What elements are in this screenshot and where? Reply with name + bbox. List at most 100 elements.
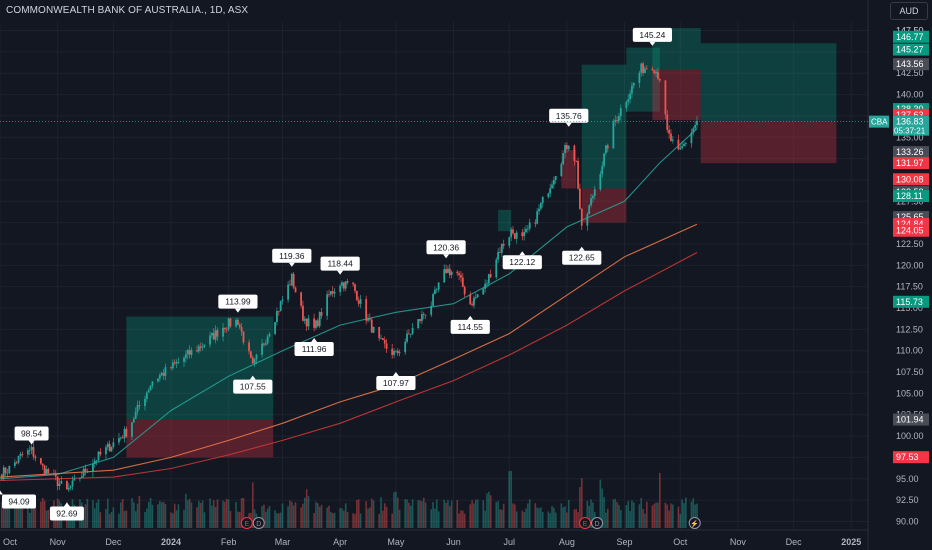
candle-body xyxy=(119,437,122,439)
candle-body xyxy=(590,198,592,206)
candle-body xyxy=(268,334,271,337)
price-tag-box xyxy=(893,157,929,170)
candle-body xyxy=(357,300,360,304)
volume-bar xyxy=(458,513,460,528)
candle-body xyxy=(132,418,135,423)
volume-bar xyxy=(134,511,137,528)
candle-body xyxy=(655,72,658,74)
candle-body xyxy=(588,205,591,215)
callout-label: 111.96 xyxy=(302,344,327,354)
candle-body xyxy=(513,233,516,239)
price-tick-label: 122.50 xyxy=(896,239,924,249)
callout-box xyxy=(14,426,49,441)
candle-body xyxy=(255,354,258,360)
candle-body xyxy=(355,290,358,301)
callout-label: 114.55 xyxy=(458,322,484,332)
volume-bar xyxy=(93,508,96,528)
volume-bar xyxy=(121,498,124,528)
candle-body xyxy=(447,268,449,273)
candle-body xyxy=(17,455,20,463)
candle-body xyxy=(486,283,488,285)
volume-bar xyxy=(625,505,628,528)
currency-button[interactable]: AUD xyxy=(890,2,928,20)
candle-body xyxy=(118,438,120,443)
volume-bar xyxy=(564,506,566,528)
candle-body xyxy=(512,229,514,234)
volume-bar xyxy=(573,509,576,528)
candle-body xyxy=(612,121,615,149)
volume-bar xyxy=(512,503,514,528)
candle-body xyxy=(303,318,306,321)
candle-body xyxy=(346,281,349,283)
candle-body xyxy=(683,143,685,147)
candle-body xyxy=(145,392,148,399)
loss-zone xyxy=(700,121,837,164)
candle-body xyxy=(69,486,72,488)
volume-bar xyxy=(177,504,180,528)
price-tag-label: 125.65 xyxy=(896,212,924,222)
time-axis[interactable]: Oct Nov Dec 2024 Feb Mar Apr May Jun Jul Aug Sep Oct… xyxy=(3,537,861,547)
price-callout: 114.55 xyxy=(450,315,490,334)
candle-body xyxy=(443,269,446,283)
volume-bar xyxy=(562,507,564,528)
candle-body xyxy=(580,208,583,226)
volume-bar xyxy=(554,512,557,528)
price-tick-label: 90.00 xyxy=(896,516,919,526)
candle-body xyxy=(225,328,228,330)
volume-bar xyxy=(45,510,48,528)
candle-body xyxy=(47,469,50,474)
event-markers[interactable]: E D E D ⚡ xyxy=(240,517,701,529)
candle-body xyxy=(28,449,31,451)
volume-bar xyxy=(521,510,524,528)
volume-bar xyxy=(30,508,33,528)
split-event-icon[interactable]: ⚡ xyxy=(688,517,701,529)
volume-bar xyxy=(560,503,563,528)
volume-bar xyxy=(224,501,226,528)
candle-body xyxy=(13,462,16,466)
earnings-event-icon[interactable]: E xyxy=(240,517,253,529)
time-tick-label: Dec xyxy=(786,537,803,547)
candle-body xyxy=(15,462,18,464)
volume-bars xyxy=(1,470,698,528)
callout-box xyxy=(2,494,36,509)
candle-body xyxy=(264,343,267,345)
volume-bar xyxy=(289,500,291,528)
time-tick-label: Oct xyxy=(3,537,18,547)
volume-bar xyxy=(435,499,438,528)
volume-bar xyxy=(651,505,654,528)
earnings-event-icon[interactable]: E xyxy=(579,517,592,529)
volume-bar xyxy=(6,501,9,528)
candle-body xyxy=(212,332,215,340)
candle-body xyxy=(368,318,371,320)
candle-body xyxy=(19,453,22,456)
volume-bar xyxy=(263,504,265,528)
candle-body xyxy=(164,367,167,376)
volume-bar xyxy=(108,514,111,528)
volume-bar xyxy=(125,510,128,528)
time-tick-label: Oct xyxy=(673,537,688,547)
candle-body xyxy=(565,145,568,150)
volume-bar xyxy=(616,501,618,528)
candle-body xyxy=(229,318,232,327)
callout-label: 107.97 xyxy=(383,378,409,388)
volume-bar xyxy=(488,491,490,528)
price-callout: 94.09 xyxy=(0,490,36,509)
volume-bar xyxy=(120,502,122,528)
volume-bar xyxy=(264,511,267,528)
candle-body xyxy=(313,318,316,328)
dividend-event-icon[interactable]: D xyxy=(591,517,604,529)
candle-body xyxy=(105,447,107,455)
dividend-event-icon[interactable]: D xyxy=(252,517,265,529)
volume-bar xyxy=(279,512,282,528)
volume-bar xyxy=(515,511,518,528)
volume-bar xyxy=(196,507,198,528)
volume-bar xyxy=(499,509,501,528)
volume-bar xyxy=(644,513,646,528)
candle-body xyxy=(616,120,618,121)
volume-bar xyxy=(575,509,577,528)
price-tag-box xyxy=(893,190,929,203)
volume-bar xyxy=(528,499,531,528)
price-tag-label: 101.94 xyxy=(896,415,924,425)
